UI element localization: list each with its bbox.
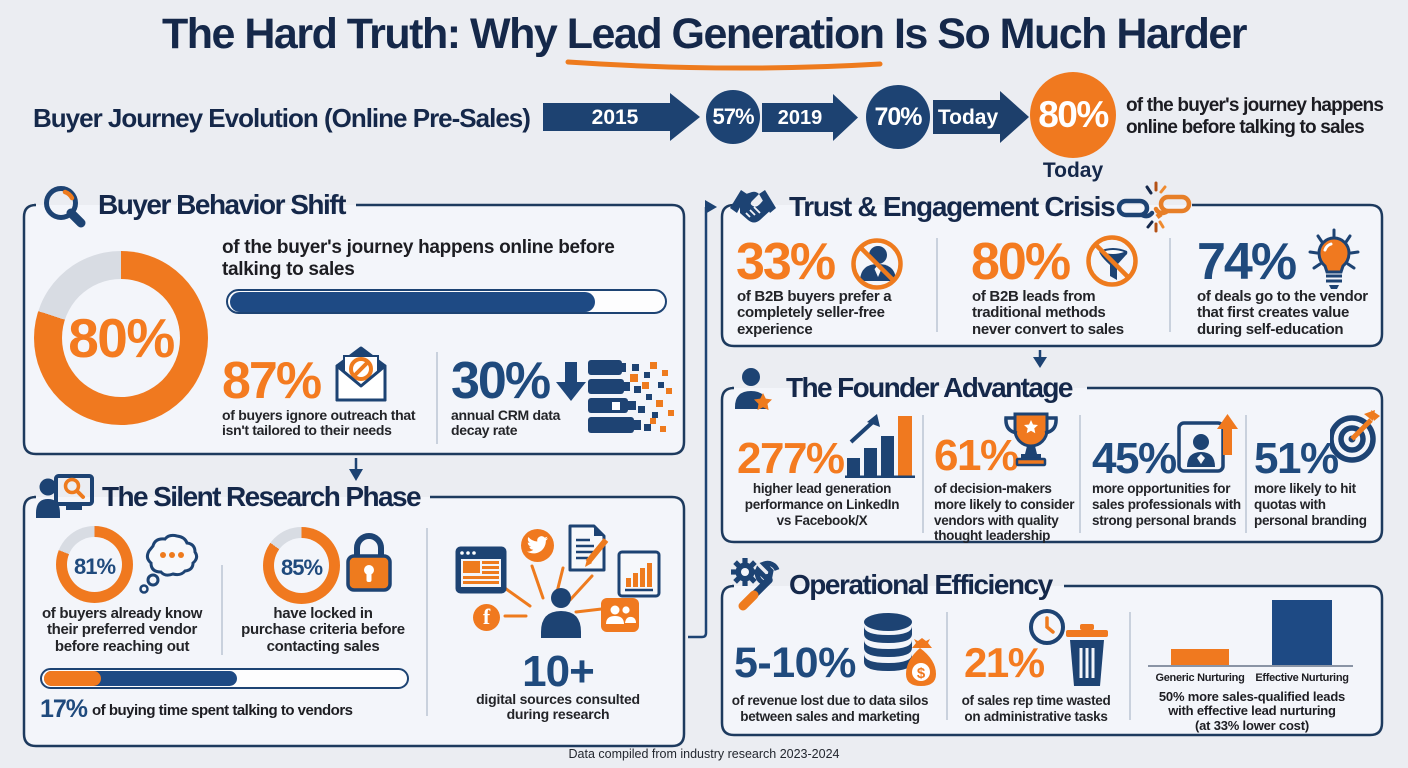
svg-text:Today: Today xyxy=(938,106,999,129)
svg-text:$: $ xyxy=(917,665,926,682)
svg-text:2019: 2019 xyxy=(778,107,823,129)
svg-text:2015: 2015 xyxy=(592,106,639,129)
